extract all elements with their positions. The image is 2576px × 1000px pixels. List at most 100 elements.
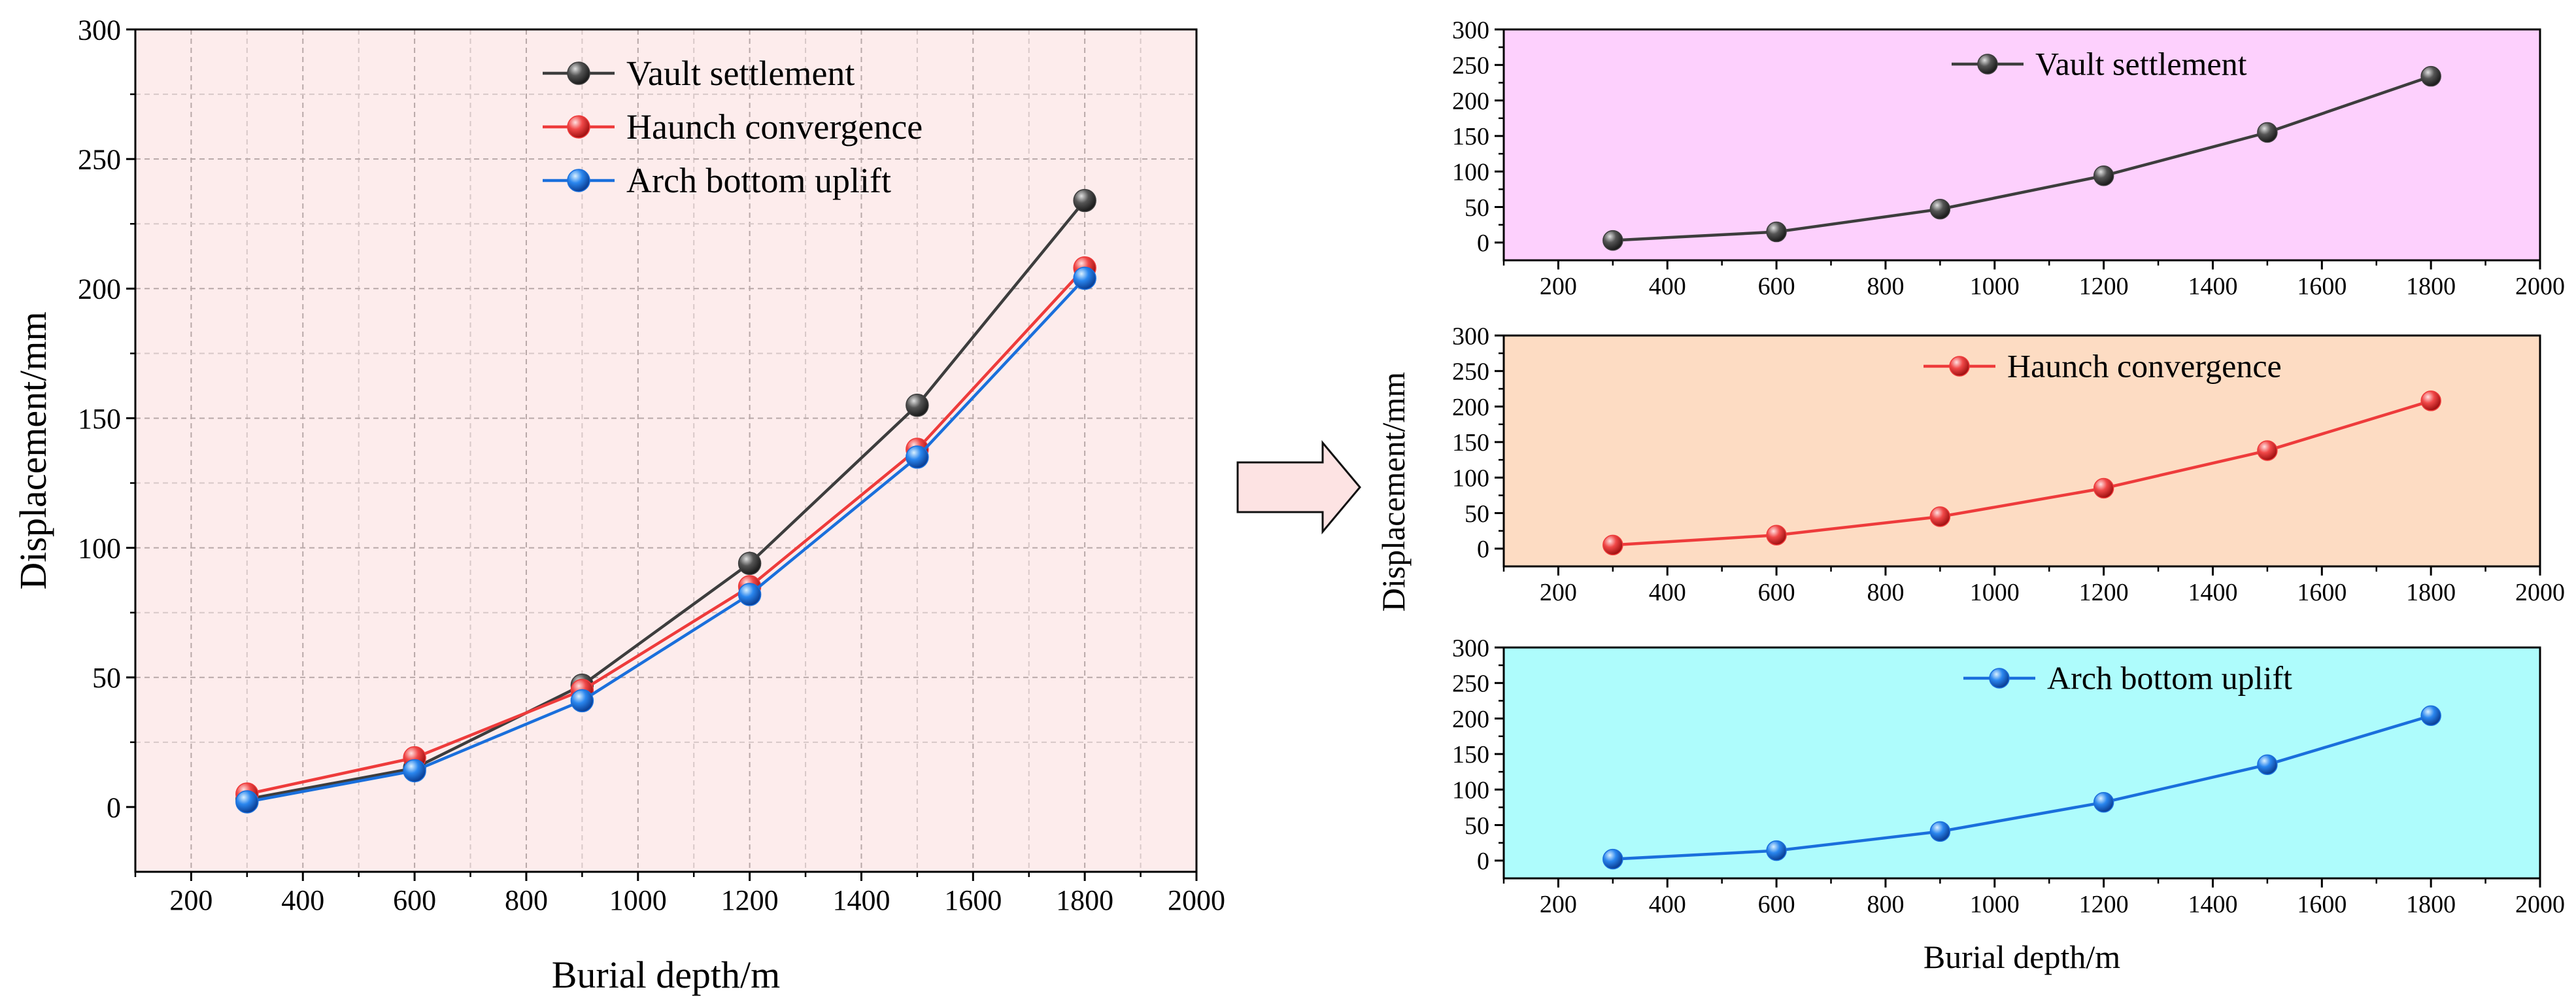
legend-marker	[567, 169, 590, 192]
legend-label: Arch bottom uplift	[626, 161, 891, 200]
x-tick-label: 400	[1649, 891, 1686, 918]
x-tick-label: 600	[1758, 579, 1795, 606]
legend-label: Arch bottom uplift	[2047, 660, 2292, 697]
x-tick-label: 2000	[1168, 884, 1225, 916]
x-tick-label: 1600	[2297, 273, 2347, 300]
y-tick-label: 0	[1477, 536, 1489, 563]
x-tick-label: 800	[1867, 579, 1904, 606]
series-line-arch-bottom-uplift	[246, 277, 1086, 804]
x-tick-label: 1000	[1970, 273, 2020, 300]
data-point	[2093, 477, 2114, 499]
y-tick-label: 0	[1477, 848, 1489, 875]
data-point	[1602, 230, 1623, 251]
arch-bottom-uplift-panel: 200 400 600 800 1000 1200 1400 1600 1800 2000 0 50 1…	[1452, 634, 2565, 975]
legend-marker	[567, 61, 590, 85]
series-line-vault-settlement	[1612, 75, 2432, 242]
data-point	[2420, 390, 2441, 411]
x-tick-label: 400	[281, 884, 324, 916]
x-tick-label: 600	[1758, 273, 1795, 300]
data-point	[1073, 188, 1096, 213]
x-tick-label: 1200	[2079, 579, 2129, 606]
y-tick-label: 50	[1465, 812, 1489, 840]
y-tick-label: 200	[1452, 88, 1489, 115]
data-point	[737, 551, 762, 576]
haunch-frame	[1502, 334, 2541, 568]
x-tick-label: 200	[1540, 891, 1577, 918]
data-point	[1766, 525, 1787, 545]
data-point	[1929, 506, 1951, 527]
y-tick-label: 150	[78, 403, 121, 435]
x-tick-label: 1600	[2297, 579, 2347, 606]
y-tick-label: 300	[1452, 634, 1489, 662]
x-tick-label: 1800	[2406, 891, 2456, 918]
y-tick-label: 50	[1465, 194, 1489, 222]
x-tick-label: 1600	[2297, 891, 2347, 918]
x-tick-label: 1800	[1056, 884, 1113, 916]
data-point	[570, 689, 594, 713]
x-tick-label: 1000	[1970, 579, 2020, 606]
arch-x-axis-label: Burial depth/m	[1924, 939, 2120, 975]
y-tick-label: 200	[1452, 394, 1489, 421]
data-point	[2093, 165, 2114, 186]
data-point	[1929, 199, 1951, 220]
y-tick-label: 0	[107, 791, 121, 823]
legend-label: Haunch convergence	[2007, 348, 2282, 385]
data-point	[737, 583, 762, 606]
y-tick-label: 150	[1452, 123, 1489, 150]
x-tick-label: 600	[393, 884, 436, 916]
series-line-haunch-convergence	[1612, 399, 2432, 547]
x-tick-label: 400	[1649, 273, 1686, 300]
main-chart: 200 400 600 800 1000 1200 1400 1600 1800 2000 0 50 1…	[12, 14, 1225, 996]
y-tick-label: 300	[78, 14, 121, 46]
x-tick-label: 600	[1758, 891, 1795, 918]
legend-label: Vault settlement	[626, 54, 855, 93]
x-tick-label: 1200	[2079, 891, 2129, 918]
series-line-arch-bottom-uplift	[1612, 714, 2432, 861]
y-tick-label: 100	[1452, 465, 1489, 492]
x-tick-label: 1400	[832, 884, 890, 916]
legend-marker	[1949, 356, 1970, 377]
x-tick-label: 1800	[2406, 579, 2456, 606]
y-tick-label: 200	[1452, 706, 1489, 733]
y-tick-label: 100	[78, 532, 121, 564]
x-tick-label: 1800	[2406, 273, 2456, 300]
y-tick-label: 100	[1452, 777, 1489, 804]
data-point	[2420, 65, 2441, 87]
x-tick-label: 200	[169, 884, 212, 916]
data-point	[2420, 705, 2441, 727]
stacked-panels-ylabel: Displacement/mm	[1375, 372, 1412, 612]
data-point	[1602, 848, 1623, 870]
legend-marker	[1977, 54, 1998, 75]
data-point	[403, 759, 426, 783]
y-tick-label: 200	[78, 273, 121, 305]
y-tick-label: 250	[78, 144, 121, 176]
data-point	[2093, 792, 2114, 813]
main-x-axis-label: Burial depth/m	[552, 954, 781, 996]
data-point	[1766, 840, 1787, 861]
main-y-axis-label: Displacement/mm	[12, 311, 54, 589]
x-tick-label: 800	[1867, 891, 1904, 918]
arch-frame	[1502, 646, 2541, 880]
y-tick-label: 0	[1477, 230, 1489, 257]
data-point	[1929, 821, 1951, 842]
vault-plot-area	[1504, 29, 2540, 260]
x-tick-label: 2000	[2515, 891, 2565, 918]
y-tick-label: 150	[1452, 741, 1489, 768]
arch-plot-area	[1504, 647, 2540, 878]
y-tick-label: 250	[1452, 52, 1489, 80]
y-tick-label: 50	[1465, 500, 1489, 528]
x-tick-label: 1000	[1970, 891, 2020, 918]
y-tick-label: 50	[92, 662, 121, 694]
vault-settlement-panel: 200 400 600 800 1000 1200 1400 1600 1800 2000 0 50 1…	[1452, 16, 2565, 300]
vault-frame	[1502, 28, 2541, 262]
legend-marker	[567, 115, 590, 139]
x-tick-label: 800	[1867, 273, 1904, 300]
x-tick-label: 1400	[2188, 273, 2237, 300]
x-tick-label: 200	[1540, 579, 1577, 606]
series-line-vault-settlement	[246, 199, 1086, 801]
y-tick-label: 300	[1452, 322, 1489, 350]
legend-label: Haunch convergence	[626, 107, 923, 147]
data-point	[235, 790, 259, 814]
y-tick-label: 150	[1452, 429, 1489, 457]
